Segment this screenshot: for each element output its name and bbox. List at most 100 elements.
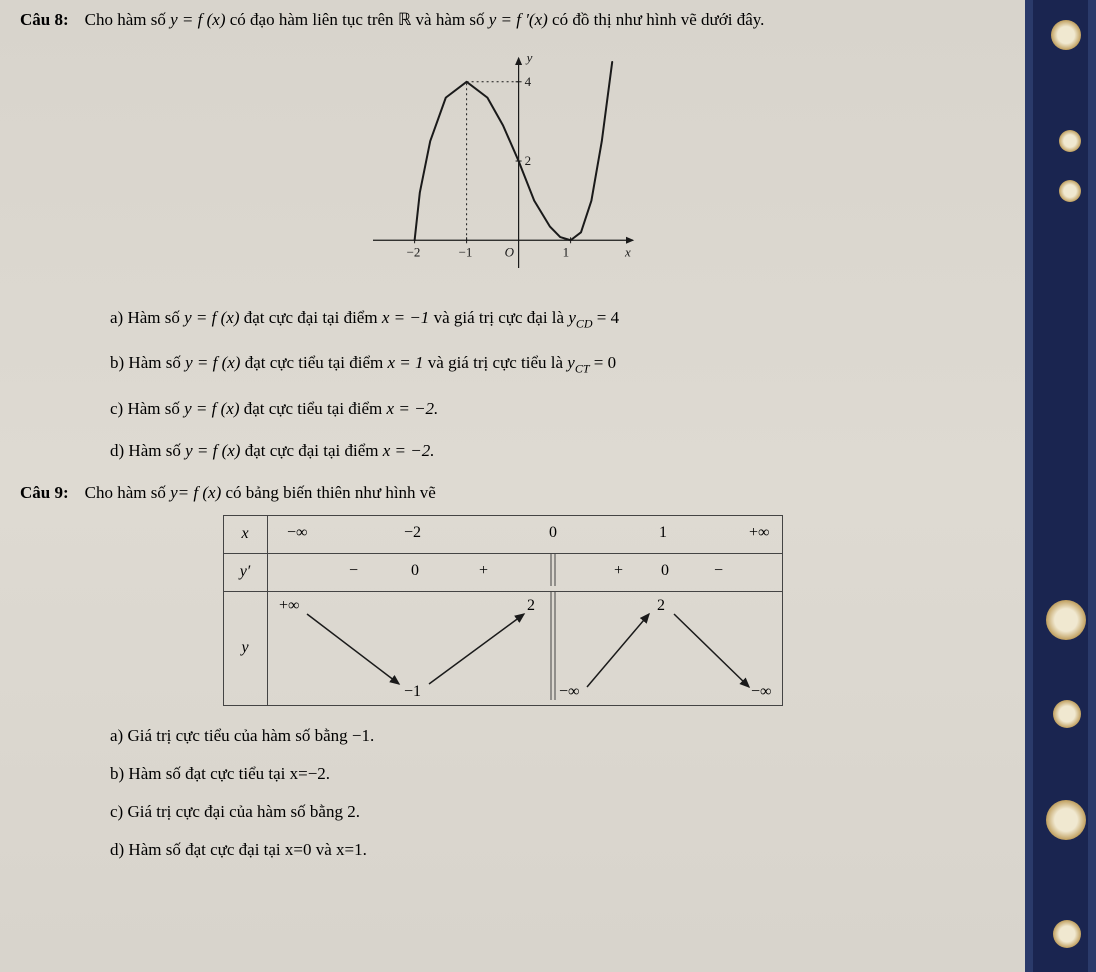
q8b-eq: = 0 (590, 353, 617, 372)
xv2: 0 (549, 524, 557, 541)
q8a-post: và giá trị cực đại là (429, 308, 568, 327)
variation-table: x −∞ −2 0 1 +∞ y′ − 0 (223, 515, 783, 706)
svg-text:O: O (504, 244, 514, 259)
q8-row: Câu 8: Cho hàm số y = f (x) có đạo hàm l… (20, 10, 985, 30)
xv4: +∞ (749, 524, 769, 541)
x-label: x (223, 515, 267, 553)
ypv0: − (349, 562, 358, 579)
right-decoration (1025, 0, 1096, 972)
q9-t1: Cho hàm số (85, 483, 170, 502)
y-svg: +∞ −1 2 −∞ 2 −∞ (269, 592, 781, 700)
deco-dot (1059, 180, 1081, 202)
y-2a: 2 (527, 597, 535, 614)
q8d-x: x = −2. (383, 441, 435, 460)
deco-dot (1053, 920, 1081, 948)
yprime-label: y′ (223, 553, 267, 591)
q8b-pre: b) Hàm số (110, 353, 185, 372)
deco-dot (1046, 800, 1086, 840)
q8-text-p4: có đồ thị như hình vẽ dưới đây. (548, 10, 765, 29)
x-row: x −∞ −2 0 1 +∞ (223, 515, 782, 553)
y-row: y +∞ (223, 591, 782, 705)
arr1 (307, 614, 399, 684)
q8c-pre: c) Hàm số (110, 399, 184, 418)
xv0: −∞ (287, 524, 307, 541)
q8-label: Câu 8: (20, 10, 69, 29)
y-topleft: +∞ (279, 597, 299, 614)
q9-table-container: x −∞ −2 0 1 +∞ y′ − 0 (20, 515, 985, 706)
q8a-ycd: y (568, 308, 576, 327)
ypv4: + (614, 562, 623, 579)
q9-label: Câu 9: (20, 483, 69, 502)
q8a-x: x = −1 (382, 308, 430, 327)
q9-t2: có bảng biến thiên như hình vẽ (221, 483, 436, 502)
q8d-mid: đạt cực đại tại điểm (240, 441, 382, 460)
q9-text: Cho hàm số y= f (x) có bảng biến thiên n… (85, 483, 436, 502)
ypv2: + (479, 562, 488, 579)
q8b-fn: y = f (x) (185, 353, 240, 372)
y-label: y (223, 591, 267, 705)
q8-text: Cho hàm số y = f (x) có đạo hàm liên tục… (85, 10, 765, 29)
q9-fn: y= f (x) (170, 483, 221, 502)
paper-page: Câu 8: Cho hàm số y = f (x) có đạo hàm l… (0, 0, 1025, 972)
yprime-values-cell: − 0 + + 0 − (267, 553, 782, 591)
xv1: −2 (404, 524, 421, 541)
svg-text:4: 4 (524, 74, 531, 89)
q8-opt-d: d) Hàm số y = f (x) đạt cực đại tại điểm… (110, 441, 985, 461)
q8-text-p1: Cho hàm số (85, 10, 170, 29)
y-minf2: −∞ (751, 683, 771, 700)
q8d-fn: y = f (x) (185, 441, 240, 460)
q8b-yct: y (567, 353, 575, 372)
deco-dot (1059, 130, 1081, 152)
q8-options: a) Hàm số y = f (x) đạt cực đại tại điểm… (110, 308, 985, 461)
svg-text:2: 2 (524, 153, 531, 168)
svg-text:−2: −2 (406, 244, 420, 259)
q8c-mid: đạt cực tiểu tại điểm (239, 399, 386, 418)
deco-dot (1053, 700, 1081, 728)
q9-opt-d: d) Hàm số đạt cực đại tại x=0 và x=1. (110, 840, 985, 860)
svg-text:−1: −1 (458, 244, 472, 259)
xv3: 1 (659, 524, 667, 541)
yprime-row: y′ − 0 + + 0 − (223, 553, 782, 591)
ypv6: − (714, 562, 723, 579)
svg-text:1: 1 (562, 244, 569, 259)
q8-yfx: y = f (x) (170, 10, 225, 29)
x-values-svg: −∞ −2 0 1 +∞ (269, 516, 781, 548)
q8-opt-c: c) Hàm số y = f (x) đạt cực tiểu tại điể… (110, 399, 985, 419)
q8c-x: x = −2. (387, 399, 439, 418)
arr3 (587, 614, 649, 687)
q8-text-p3: và hàm số (411, 10, 488, 29)
q8a-ycdsub: CD (576, 316, 593, 330)
q8-text-p2: có đạo hàm liên tục trên (226, 10, 398, 29)
ypv5: 0 (661, 562, 669, 579)
q8-opt-a: a) Hàm số y = f (x) đạt cực đại tại điểm… (110, 308, 985, 331)
q8b-mid: đạt cực tiểu tại điểm (240, 353, 387, 372)
q8-R: ℝ (398, 10, 411, 29)
q8a-pre: a) Hàm số (110, 308, 184, 327)
q8b-post: và giá trị cực tiểu là (424, 353, 568, 372)
x-values-cell: −∞ −2 0 1 +∞ (267, 515, 782, 553)
q8b-yctsub: CT (575, 362, 590, 376)
y-m1: −1 (404, 683, 421, 700)
q8b-x: x = 1 (388, 353, 424, 372)
q8a-fn: y = f (x) (184, 308, 239, 327)
q8c-fn: y = f (x) (184, 399, 239, 418)
svg-text:x: x (624, 244, 631, 259)
q8a-eq: = 4 (593, 308, 620, 327)
yprime-svg: − 0 + + 0 − (269, 554, 781, 586)
y-2b: 2 (657, 597, 665, 614)
q9-section: Câu 9: Cho hàm số y= f (x) có bảng biến … (20, 483, 985, 860)
deco-dot (1051, 20, 1081, 50)
q9-opt-a: a) Giá trị cực tiểu của hàm số bằng −1. (110, 726, 985, 746)
y-values-cell: +∞ −1 2 −∞ 2 −∞ (267, 591, 782, 705)
q8-opt-b: b) Hàm số y = f (x) đạt cực tiểu tại điể… (110, 353, 985, 376)
q8a-mid: đạt cực đại tại điểm (239, 308, 381, 327)
ypv1: 0 (411, 562, 419, 579)
svg-text:y: y (524, 50, 532, 65)
q9-row: Câu 9: Cho hàm số y= f (x) có bảng biến … (20, 483, 985, 503)
q8-graph-svg: −2 −1 1 2 4 Ox y (353, 38, 653, 288)
q8d-pre: d) Hàm số (110, 441, 185, 460)
y-minf: −∞ (559, 683, 579, 700)
q8-graph: −2 −1 1 2 4 Ox y (20, 38, 985, 293)
q8-yfpx: y = f ′(x) (489, 10, 548, 29)
arr2 (429, 614, 524, 684)
